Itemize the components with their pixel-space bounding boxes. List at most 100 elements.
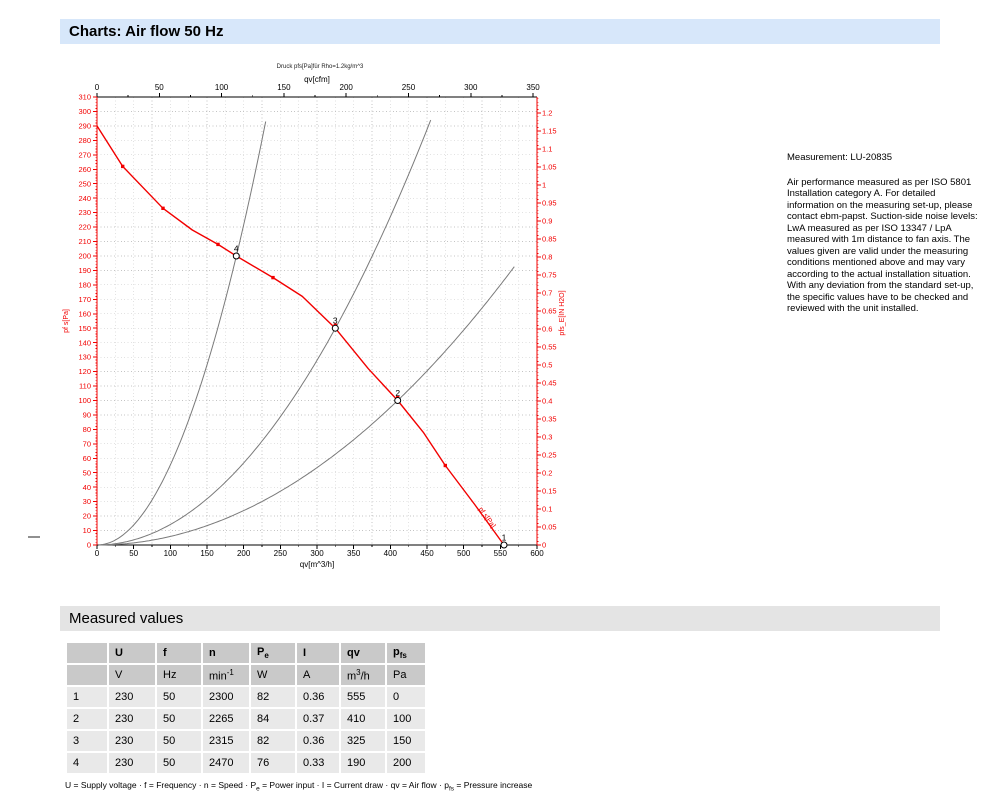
svg-text:200: 200 (237, 549, 251, 558)
svg-text:50: 50 (129, 549, 138, 558)
column-header: U (109, 643, 155, 663)
svg-text:210: 210 (78, 237, 91, 246)
svg-text:40: 40 (83, 483, 91, 492)
svg-text:290: 290 (78, 122, 91, 131)
table-cell: 230 (109, 709, 155, 729)
measurement-id: Measurement: LU-20835 (787, 152, 893, 163)
svg-text:190: 190 (78, 266, 91, 275)
column-header: pfs (387, 643, 425, 663)
table-row: 2 230 50 2265 84 0.37 410 100 (67, 709, 425, 729)
operating-points: 1 2 3 4 (232, 244, 508, 549)
table-cell: 2 (67, 709, 107, 729)
operating-point (500, 541, 508, 549)
svg-text:0.2: 0.2 (542, 469, 552, 478)
svg-text:350: 350 (347, 549, 361, 558)
svg-text:0.1: 0.1 (542, 505, 552, 514)
table-cell: 2265 (203, 709, 249, 729)
svg-text:30: 30 (83, 497, 91, 506)
svg-text:1.2: 1.2 (542, 109, 552, 118)
svg-text:0.65: 0.65 (542, 307, 557, 316)
svg-text:150: 150 (78, 324, 91, 333)
svg-text:130: 130 (78, 353, 91, 362)
svg-text:180: 180 (78, 280, 91, 289)
svg-text:90: 90 (83, 411, 91, 420)
operating-point (232, 252, 240, 260)
column-unit: m3/h (341, 665, 385, 685)
column-unit: min-1 (203, 665, 249, 685)
svg-text:300: 300 (310, 549, 324, 558)
svg-text:0.75: 0.75 (542, 271, 557, 280)
table-cell: 0.33 (297, 753, 339, 773)
table-cell: 50 (157, 753, 201, 773)
curve-marker (271, 275, 275, 280)
column-header: Pe (251, 643, 295, 663)
column-header: qv (341, 643, 385, 663)
table-row: 4 230 50 2470 76 0.33 190 200 (67, 753, 425, 773)
table-cell: 200 (387, 753, 425, 773)
measured-values-header-bar: Measured values (60, 606, 940, 631)
right-axis: 0 0.05 0.1 0.15 0.2 0.25 0.3 0.35 0.4 0.45 0.5 0.55… (537, 98, 566, 550)
table-cell: 50 (157, 687, 201, 707)
table-cell: 2315 (203, 731, 249, 751)
column-unit: V (109, 665, 155, 685)
column-unit: W (251, 665, 295, 685)
table-cell: 190 (341, 753, 385, 773)
svg-text:0.35: 0.35 (542, 415, 557, 424)
curve-marker (216, 242, 220, 247)
svg-text:270: 270 (78, 150, 91, 159)
svg-text:0.85: 0.85 (542, 235, 557, 244)
table-cell: 230 (109, 753, 155, 773)
column-header: n (203, 643, 249, 663)
table-cell: 325 (341, 731, 385, 751)
svg-text:60: 60 (83, 454, 91, 463)
svg-text:600: 600 (530, 549, 544, 558)
operating-point-label: 1 (502, 533, 507, 543)
column-header: I (297, 643, 339, 663)
svg-text:0.6: 0.6 (542, 325, 552, 334)
column-header: f (157, 643, 201, 663)
column-unit: Pa (387, 665, 425, 685)
svg-text:300: 300 (464, 83, 478, 92)
svg-text:0.4: 0.4 (542, 397, 552, 406)
table-cell: 555 (341, 687, 385, 707)
column-unit: Hz (157, 665, 201, 685)
svg-text:150: 150 (277, 83, 291, 92)
fan-curve: pf s[Pa] (96, 125, 505, 546)
svg-text:0: 0 (542, 541, 546, 550)
curve-marker (443, 463, 447, 468)
column-unit (67, 665, 107, 685)
svg-text:100: 100 (164, 549, 178, 558)
left-axis: 0 10 20 30 40 50 60 70 80 90 100 110 120 130 140 150 160… (63, 93, 97, 550)
svg-text:400: 400 (384, 549, 398, 558)
table-cell: 76 (251, 753, 295, 773)
svg-text:80: 80 (83, 425, 91, 434)
curve-inline-label: pf s[Pa] (477, 506, 497, 529)
svg-text:350: 350 (526, 83, 540, 92)
svg-text:150: 150 (200, 549, 214, 558)
svg-text:500: 500 (457, 549, 471, 558)
column-header (67, 643, 107, 663)
svg-text:250: 250 (78, 179, 91, 188)
svg-text:0.8: 0.8 (542, 253, 552, 262)
svg-text:qv[m^3/h]: qv[m^3/h] (300, 560, 334, 569)
column-unit: A (297, 665, 339, 685)
svg-text:0.45: 0.45 (542, 379, 557, 388)
table-cell: 230 (109, 731, 155, 751)
svg-text:250: 250 (402, 83, 416, 92)
svg-text:70: 70 (83, 439, 91, 448)
svg-text:230: 230 (78, 208, 91, 217)
table-cell: 2300 (203, 687, 249, 707)
svg-text:310: 310 (78, 93, 91, 102)
operating-point-label: 2 (395, 388, 400, 398)
table-cell: 0.37 (297, 709, 339, 729)
svg-text:450: 450 (420, 549, 434, 558)
svg-text:140: 140 (78, 338, 91, 347)
svg-text:550: 550 (494, 549, 508, 558)
svg-text:100: 100 (78, 396, 91, 405)
svg-text:pfs_E[IN H2O]: pfs_E[IN H2O] (559, 290, 566, 335)
svg-text:50: 50 (83, 468, 91, 477)
svg-text:0.9: 0.9 (542, 217, 552, 226)
svg-text:1.05: 1.05 (542, 163, 557, 172)
